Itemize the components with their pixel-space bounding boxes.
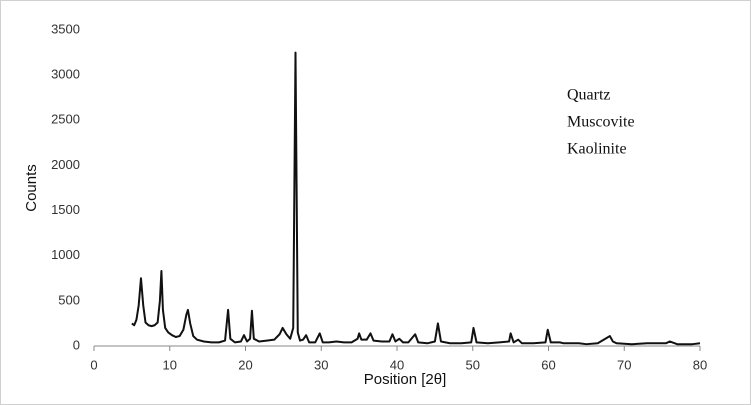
x-tick-label: 80 — [693, 357, 707, 372]
x-tick-label: 30 — [314, 357, 328, 372]
x-axis-title: Position [2θ] — [364, 371, 447, 388]
annotation: Kaolinite — [567, 141, 627, 158]
y-tick-label: 1000 — [51, 247, 80, 262]
y-tick-label: 0 — [73, 337, 80, 352]
y-tick-label: 2500 — [51, 112, 80, 127]
x-tick-label: 10 — [163, 357, 177, 372]
y-tick-label: 1500 — [51, 202, 80, 217]
data-line — [131, 51, 701, 346]
x-tick-label: 40 — [390, 357, 404, 372]
x-tick-label: 70 — [617, 357, 631, 372]
annotation: Quartz — [567, 87, 611, 104]
y-axis-title: Counts — [23, 164, 40, 212]
y-tick-label: 2000 — [51, 157, 80, 172]
annotation: Muscovite — [567, 114, 635, 131]
y-tick-label: 500 — [58, 292, 80, 307]
y-tick-label: 3000 — [51, 67, 80, 82]
x-tick-label: 20 — [238, 357, 252, 372]
y-tick-label: 3500 — [51, 21, 80, 36]
x-tick-label: 50 — [466, 357, 480, 372]
x-tick-label: 0 — [90, 357, 97, 372]
x-tick-label: 60 — [541, 357, 555, 372]
